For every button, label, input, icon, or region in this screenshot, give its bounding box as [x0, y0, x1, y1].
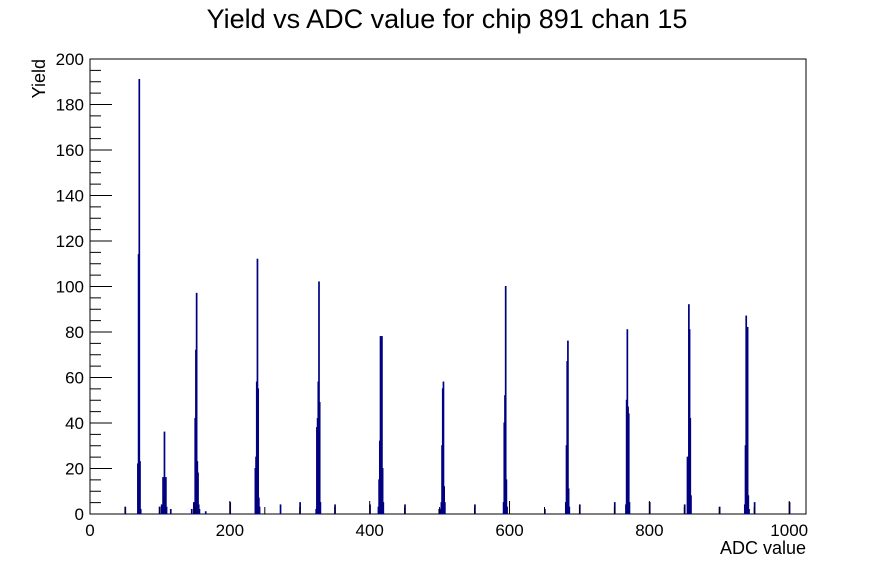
histogram-bin	[506, 506, 508, 515]
x-tick-label: 1000	[770, 521, 808, 540]
x-tick-label: 600	[495, 521, 523, 540]
histogram-bin	[690, 495, 692, 515]
histogram-bin	[319, 502, 322, 515]
histogram-bin	[748, 508, 750, 515]
histogram-bin	[746, 326, 749, 515]
y-axis-label: Yield	[29, 59, 49, 98]
y-tick-label: 20	[65, 460, 84, 479]
histogram-bin	[567, 340, 569, 515]
histogram-bin	[190, 508, 193, 515]
y-tick-label: 140	[56, 187, 84, 206]
histogram-bin	[258, 506, 261, 515]
histogram-bin	[204, 511, 207, 515]
y-tick-label: 120	[56, 232, 84, 251]
y-tick-label: 200	[56, 50, 84, 69]
y-tick-label: 100	[56, 278, 84, 297]
y-axis: 0 20 40 60 80 100 120 140 160 180 200	[56, 50, 112, 524]
histogram-bin	[198, 508, 201, 515]
histogram-bin	[382, 502, 385, 515]
histogram-bin	[318, 402, 321, 515]
histogram-bin	[279, 504, 282, 515]
x-axis-label: ADC value	[720, 538, 806, 558]
x-tick-label: 400	[356, 521, 384, 540]
y-tick-label: 60	[65, 369, 84, 388]
x-axis: 0 200 400 600 800 1000	[85, 501, 808, 540]
histogram-bin	[627, 413, 630, 515]
histogram-bin	[257, 388, 260, 515]
histogram-bin	[169, 508, 172, 515]
histogram-bars	[124, 78, 791, 515]
y-tick-label: 40	[65, 414, 84, 433]
histogram-bin	[160, 504, 163, 515]
histogram-bin	[138, 78, 141, 515]
histogram-bin	[139, 508, 142, 515]
histogram-bin	[165, 506, 168, 515]
y-tick-label: 160	[56, 141, 84, 160]
chart-title: Yield vs ADC value for chip 891 chan 15	[207, 4, 688, 34]
y-tick-label: 0	[75, 505, 84, 524]
histogram-bin	[139, 461, 141, 515]
histogram-bin	[628, 502, 631, 515]
x-tick-label: 0	[85, 521, 94, 540]
histogram-bin	[444, 502, 446, 515]
y-tick-label: 80	[65, 323, 84, 342]
x-tick-label: 800	[635, 521, 663, 540]
x-tick-label: 200	[216, 521, 244, 540]
histogram-bin	[568, 506, 571, 515]
y-tick-label: 180	[56, 96, 84, 115]
